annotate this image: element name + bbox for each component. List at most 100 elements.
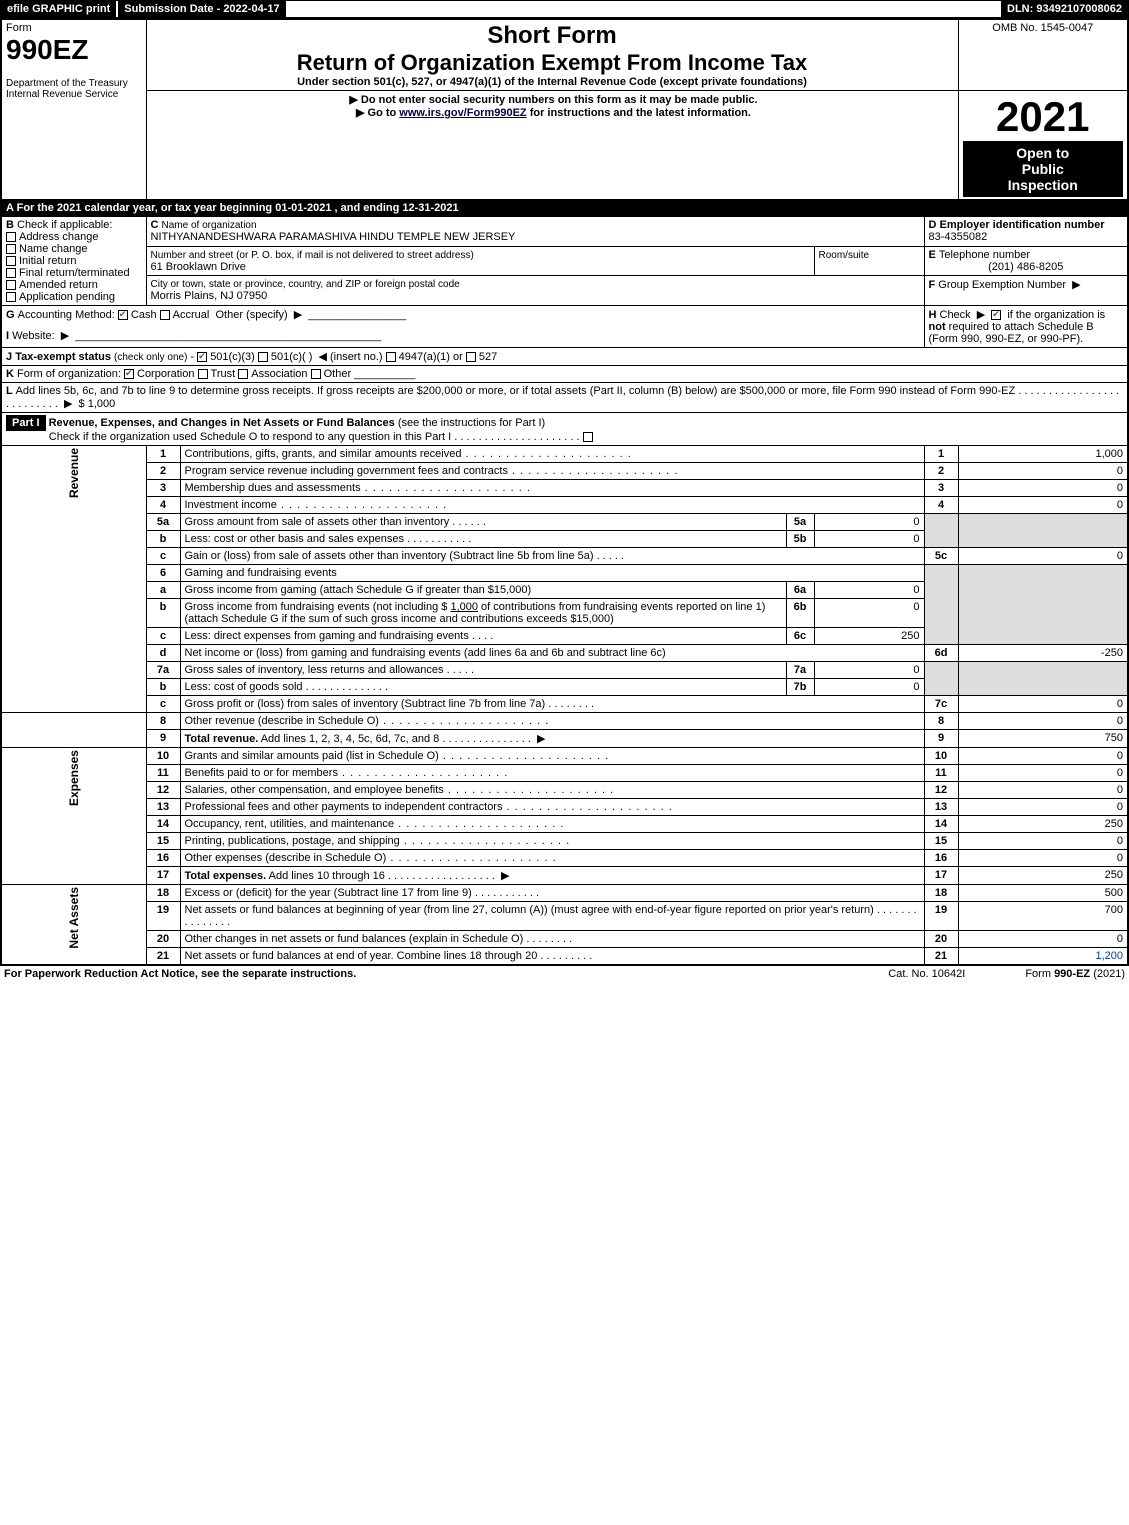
part-i-title: Revenue, Expenses, and Changes in Net As… xyxy=(49,417,395,429)
line-box: 21 xyxy=(924,948,958,966)
line-text: Membership dues and assessments xyxy=(180,480,924,497)
sub-amount: 0 xyxy=(814,679,924,696)
line-num: b xyxy=(146,679,180,696)
line-box: 9 xyxy=(924,730,958,748)
line-amount: 0 xyxy=(958,850,1128,867)
line-num: 14 xyxy=(146,816,180,833)
part-i-check: Check if the organization used Schedule … xyxy=(49,431,451,443)
line-text: Net income or (loss) from gaming and fun… xyxy=(180,645,924,662)
footer-right: Form 990-EZ (2021) xyxy=(1025,968,1125,980)
schedule-b-checkbox[interactable] xyxy=(991,310,1001,320)
line-num: 11 xyxy=(146,765,180,782)
g-lbl: Accounting Method: xyxy=(18,309,115,321)
association-checkbox[interactable] xyxy=(238,369,248,379)
line-text: Investment income xyxy=(180,497,924,514)
c-name-lbl: Name of organization xyxy=(162,220,257,231)
line-amount: 750 xyxy=(958,730,1128,748)
line-box: 20 xyxy=(924,931,958,948)
schedule-o-checkbox[interactable] xyxy=(583,432,593,442)
trust-checkbox[interactable] xyxy=(198,369,208,379)
address-change-checkbox[interactable] xyxy=(6,232,16,242)
line-text: Less: direct expenses from gaming and fu… xyxy=(180,628,786,645)
tax-year: 2021 xyxy=(963,93,1124,141)
section-c-street: Number and street (or P. O. box, if mail… xyxy=(146,246,814,276)
form-number: 990EZ xyxy=(6,34,142,66)
501c3-checkbox[interactable] xyxy=(197,352,207,362)
sub-box: 5a xyxy=(786,514,814,531)
line-text: Less: cost of goods sold . . . . . . . .… xyxy=(180,679,786,696)
return-title: Return of Organization Exempt From Incom… xyxy=(151,50,954,76)
527-checkbox[interactable] xyxy=(466,352,476,362)
arrow-icon xyxy=(61,398,75,410)
section-f: F Group Exemption Number xyxy=(924,276,1128,306)
line-box: 8 xyxy=(924,713,958,730)
k-assoc: Association xyxy=(251,368,307,380)
k-trust: Trust xyxy=(211,368,236,380)
application-pending-checkbox[interactable] xyxy=(6,292,16,302)
line-num: 13 xyxy=(146,799,180,816)
efile-print-button[interactable]: efile GRAPHIC print xyxy=(1,1,118,17)
other-org-checkbox[interactable] xyxy=(311,369,321,379)
net-assets-label: Net Assets xyxy=(1,885,146,966)
line-num: 1 xyxy=(146,446,180,463)
line-num: 8 xyxy=(146,713,180,730)
line-box: 16 xyxy=(924,850,958,867)
line-box: 14 xyxy=(924,816,958,833)
open-line-2: Public xyxy=(967,161,1120,177)
grey-cell xyxy=(958,565,1128,645)
amended-return-checkbox[interactable] xyxy=(6,280,16,290)
line-amount: 0 xyxy=(958,480,1128,497)
sub-box: 5b xyxy=(786,531,814,548)
corporation-checkbox[interactable] xyxy=(124,369,134,379)
cash-checkbox[interactable] xyxy=(118,310,128,320)
line-num: 15 xyxy=(146,833,180,850)
line-box: 13 xyxy=(924,799,958,816)
sub-amount: 0 xyxy=(814,599,924,628)
b-label: Check if applicable: xyxy=(17,219,112,231)
line-box: 19 xyxy=(924,902,958,931)
line-box: 10 xyxy=(924,748,958,765)
line-text: Gross income from fundraising events (no… xyxy=(180,599,786,628)
goto-link[interactable]: www.irs.gov/Form990EZ xyxy=(399,107,526,119)
sub-amount: 0 xyxy=(814,582,924,599)
final-return-checkbox[interactable] xyxy=(6,268,16,278)
line-num: 9 xyxy=(146,730,180,748)
form-word: Form xyxy=(6,22,142,34)
line-box: 2 xyxy=(924,463,958,480)
line-text: Professional fees and other payments to … xyxy=(180,799,924,816)
goto-pre: Go to xyxy=(368,107,400,119)
line-num: 19 xyxy=(146,902,180,931)
arrow-icon xyxy=(534,733,548,745)
501c-checkbox[interactable] xyxy=(258,352,268,362)
arrow-left-icon xyxy=(316,351,330,363)
a-begin: 01-01-2021 xyxy=(275,202,331,214)
arrow-icon xyxy=(346,94,360,106)
omb-number: OMB No. 1545-0047 xyxy=(963,22,1124,34)
accrual-checkbox[interactable] xyxy=(160,310,170,320)
j-ins: (insert no.) xyxy=(330,351,383,363)
4947a1-checkbox[interactable] xyxy=(386,352,396,362)
line-num: 10 xyxy=(146,748,180,765)
j-a1: 4947(a)(1) or xyxy=(399,351,463,363)
line-num: 21 xyxy=(146,948,180,966)
grey-cell xyxy=(924,514,958,548)
e-lbl: Telephone number xyxy=(939,249,1030,261)
name-change-checkbox[interactable] xyxy=(6,244,16,254)
sub-amount: 0 xyxy=(814,514,924,531)
line-box: 18 xyxy=(924,885,958,902)
open-line-3: Inspection xyxy=(967,177,1120,193)
part-i-note: (see the instructions for Part I) xyxy=(398,417,545,429)
footer: For Paperwork Reduction Act Notice, see … xyxy=(0,966,1129,982)
header-middle: Short Form Return of Organization Exempt… xyxy=(146,19,958,91)
form-table: Form 990EZ Department of the Treasury In… xyxy=(0,18,1129,966)
line-text: Gross sales of inventory, less returns a… xyxy=(180,662,786,679)
line-box: 6d xyxy=(924,645,958,662)
line-text: Grants and similar amounts paid (list in… xyxy=(180,748,924,765)
line-text: Less: cost or other basis and sales expe… xyxy=(180,531,786,548)
initial-return-checkbox[interactable] xyxy=(6,256,16,266)
line-num: 4 xyxy=(146,497,180,514)
street-lbl: Number and street (or P. O. box, if mail… xyxy=(151,250,474,261)
k-corp: Corporation xyxy=(137,368,194,380)
open-to-public-box: Open to Public Inspection xyxy=(963,141,1124,197)
line-text: Gain or (loss) from sale of assets other… xyxy=(180,548,924,565)
